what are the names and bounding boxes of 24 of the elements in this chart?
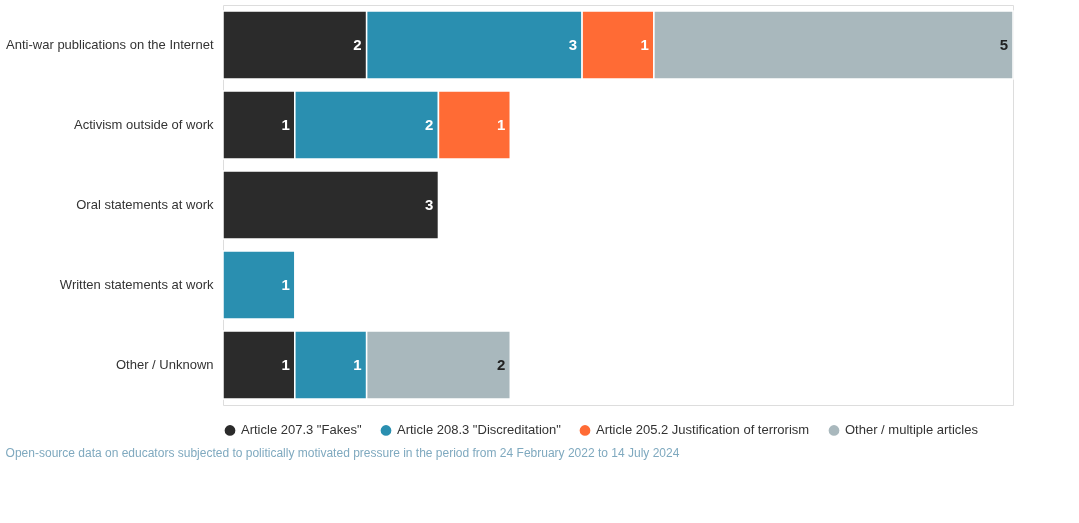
bar (222, 170, 440, 240)
y-tick-label: Written statements at work (59, 277, 214, 292)
data-label: 2 (425, 116, 434, 133)
y-tick-label: Anti-war publications on the Internet (6, 37, 214, 52)
legend-label: Article 207.3 "Fakes" (241, 422, 362, 438)
legend-label: Article 205.2 Justification of terrorism (596, 422, 810, 438)
data-label: 1 (281, 356, 290, 373)
data-label: 2 (496, 356, 506, 373)
data-label: 1 (281, 276, 290, 293)
data-label: 1 (640, 36, 649, 53)
data-label: 1 (353, 356, 362, 373)
y-tick-label: Activism outside of work (74, 117, 214, 132)
data-label: 2 (353, 36, 362, 53)
y-tick-label: Other / Unknown (115, 357, 214, 372)
data-label: 3 (425, 196, 434, 213)
data-label: 1 (496, 116, 506, 133)
data-label: 5 (999, 36, 1008, 53)
legend-label: Other / multiple articles (845, 422, 979, 438)
bar (222, 250, 296, 320)
data-label: 1 (281, 116, 290, 133)
text: Open-source data on educators subjected to politically motivated pressure in the period from 24 February 2022 to 14 July 2024 (5, 446, 680, 460)
data-label: 3 (568, 36, 578, 53)
y-tick-label: Oral statements at work (76, 197, 214, 212)
legend-label: Article 208.3 "Discreditation" (397, 422, 562, 438)
